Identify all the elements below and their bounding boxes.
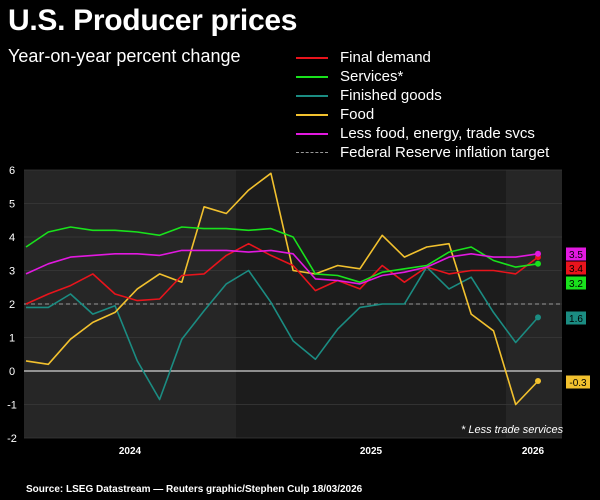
series-line-finished-goods xyxy=(26,266,539,401)
legend-label: Final demand xyxy=(340,49,431,66)
end-label: 3.5 xyxy=(569,250,583,261)
end-label: 1.6 xyxy=(569,314,583,325)
y-tick-label: -1 xyxy=(7,400,17,412)
y-tick-label: 6 xyxy=(9,165,15,177)
end-label-box xyxy=(566,261,586,275)
legend-item-finished-goods: Finished goods xyxy=(296,86,549,105)
legend-item-core: Less food, energy, trade svcs xyxy=(296,124,549,143)
end-label-box xyxy=(566,311,586,325)
x-tick-label: 2024 xyxy=(119,446,142,457)
y-tick-label: 1 xyxy=(9,333,15,345)
legend-swatch xyxy=(296,152,328,153)
x-tick-label: 2026 xyxy=(522,446,545,457)
legend-swatch xyxy=(296,133,328,135)
footnote: * Less trade services xyxy=(461,424,564,436)
legend-swatch xyxy=(296,114,328,116)
chart-subtitle: Year-on-year percent change xyxy=(8,46,241,66)
legend-label: Federal Reserve inflation target xyxy=(340,144,550,161)
end-label-box xyxy=(566,247,586,261)
series-end-marker xyxy=(535,260,541,267)
series-line-final-demand xyxy=(25,242,539,305)
legend-item-food: Food xyxy=(296,105,549,124)
y-tick-label: -2 xyxy=(7,433,17,445)
series-end-marker xyxy=(535,250,541,257)
legend-item-services: Services* xyxy=(296,67,549,86)
legend-swatch xyxy=(296,76,328,78)
legend-label: Finished goods xyxy=(340,87,442,104)
series-end-marker xyxy=(535,378,541,385)
legend-swatch xyxy=(296,57,328,59)
y-tick-label: 4 xyxy=(9,232,15,244)
y-tick-label: 5 xyxy=(9,199,15,211)
x-tick-label: 2025 xyxy=(360,446,383,457)
chart-title: U.S. Producer prices xyxy=(8,4,298,37)
end-label: 3.4 xyxy=(569,264,583,275)
legend-swatch xyxy=(296,95,328,97)
y-tick-label: 2 xyxy=(9,299,15,311)
end-label: -0.3 xyxy=(569,378,587,389)
legend-item-fed-target: Federal Reserve inflation target xyxy=(296,143,549,162)
legend-item-final-demand: Final demand xyxy=(296,48,549,67)
y-tick-label: 3 xyxy=(9,266,15,278)
series-line-less-food-energy-trade-svcs xyxy=(25,249,539,285)
source-credit: Source: LSEG Datastream — Reuters graphi… xyxy=(26,484,363,495)
end-label: 3.2 xyxy=(569,279,583,290)
end-label-box xyxy=(566,375,590,389)
series-line-services xyxy=(25,226,539,284)
legend: Final demand Services* Finished goods Fo… xyxy=(296,48,549,162)
y-tick-label: 0 xyxy=(9,366,15,378)
series-end-marker xyxy=(535,314,541,321)
end-label-box xyxy=(566,276,586,290)
legend-label: Less food, energy, trade svcs xyxy=(340,125,535,142)
legend-label: Food xyxy=(340,106,375,123)
legend-label: Services* xyxy=(340,68,404,85)
series-line-food xyxy=(25,172,539,406)
